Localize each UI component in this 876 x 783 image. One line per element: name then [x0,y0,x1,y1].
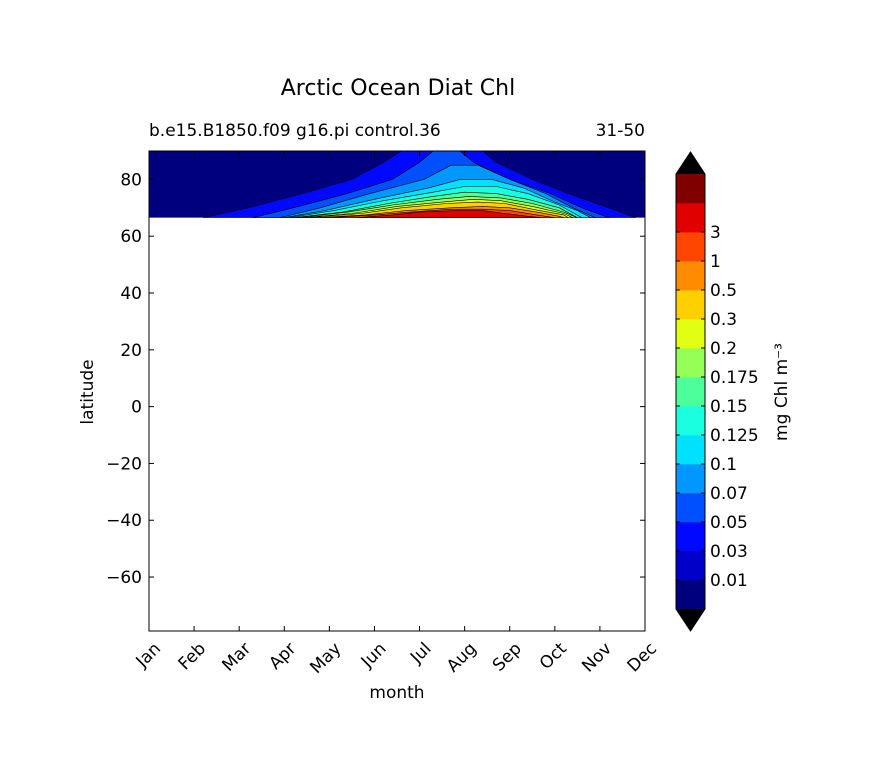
colorbar-swatch [676,203,705,233]
x-tick-label: Oct [536,639,571,674]
colorbar-swatch [676,261,705,291]
colorbar-swatch [676,174,705,204]
colorbar-swatch [676,435,705,465]
x-tick-label: Jul [406,639,435,668]
colorbar-swatch [676,348,705,378]
x-tick-label: Jan [132,639,165,672]
x-tick-label: Aug [443,639,481,677]
colorbar: 0.01 0.03 0.05 0.07 0.1 0.125 0.15 0.175 0.2 0.3 0… [675,151,759,632]
colorbar-tick-label: 0.05 [710,513,748,533]
colorbar-tick-label: 0.15 [710,397,748,417]
x-tick-label: May [306,639,345,678]
x-tick-label: Feb [175,639,210,674]
colorbar-extend-max [676,152,705,174]
colorbar-tick-label: 0.2 [710,339,737,359]
y-tick-label: −20 [106,454,142,474]
colorbar-swatch [676,551,705,581]
chart-title: Arctic Ocean Diat Chl [280,76,516,101]
colorbar-tick-label: 0.125 [710,426,759,446]
colorbar-extend-min [676,609,705,631]
contour-fill-layer [149,151,645,218]
colorbar-tick-label: 0.175 [710,368,759,388]
y-tick-label: 40 [120,284,142,304]
plot-frame [148,150,646,632]
y-tick-label: 0 [131,398,142,418]
x-tick-label: Sep [489,639,526,676]
colorbar-swatch [676,522,705,552]
colorbar-swatch [676,464,705,494]
y-tick-label: 80 [120,170,142,190]
colorbar-tick-label: 3 [710,223,721,243]
colorbar-tick-label: 1 [710,252,721,272]
colorbar-tick-label: 0.01 [710,571,748,591]
colorbar-swatch [676,232,705,262]
colorbar-tick-label: 0.5 [710,281,737,301]
x-tick-label: Apr [265,639,300,674]
chart-subtitle-right: 31-50 [595,121,645,141]
x-tick-label: Nov [578,639,616,677]
y-tick-label: 20 [120,341,142,361]
x-axis-label: month [369,683,425,703]
contour-region-11 [356,210,542,218]
colorbar-swatch [676,377,705,407]
colorbar-swatch [676,290,705,320]
colorbar-tick-label: 0.07 [710,484,748,504]
colorbar-swatch [676,319,705,349]
colorbar-swatch [676,406,705,436]
colorbar-tick-label: 0.3 [710,310,737,330]
axes-layer: 80 60 40 20 0 −20 −40 −60 Jan Feb Mar Apr May Jun Jul A… [106,151,661,678]
y-tick-label: −40 [106,511,142,531]
colorbar-swatch [676,493,705,523]
x-tick-label: Jun [357,639,391,673]
y-tick-label: 60 [120,227,142,247]
x-tick-label: Mar [218,639,255,676]
colorbar-tick-label: 0.1 [710,455,737,475]
y-tick-label: −60 [106,568,142,588]
colorbar-swatch [676,580,705,610]
colorbar-outline [675,151,706,632]
x-tick-label: Dec [624,639,661,676]
chart-subtitle-left: b.e15.B1850.f09 g16.pi control.36 [149,121,441,141]
colorbar-tick-label: 0.03 [710,542,748,562]
